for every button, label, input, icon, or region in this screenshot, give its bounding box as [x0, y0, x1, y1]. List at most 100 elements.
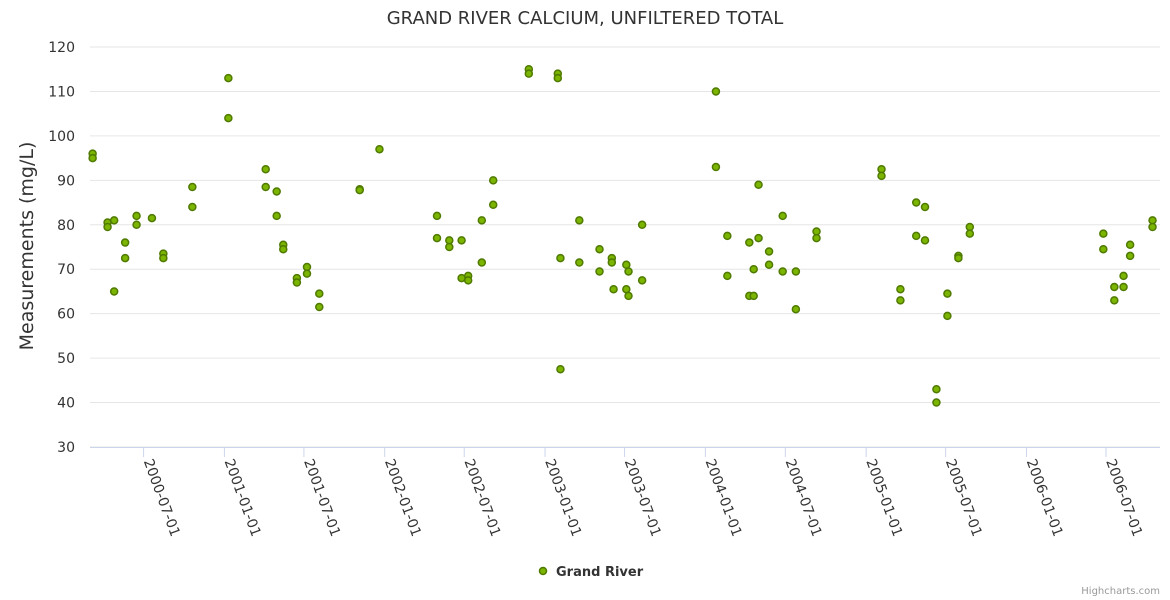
- data-point[interactable]: [595, 267, 604, 276]
- credits-link[interactable]: Highcharts.com: [1081, 586, 1160, 597]
- x-tick-label: 2002-01-01: [381, 457, 424, 539]
- data-point[interactable]: [920, 202, 930, 212]
- data-point[interactable]: [1099, 244, 1108, 254]
- data-point[interactable]: [103, 222, 112, 232]
- data-point[interactable]: [279, 244, 288, 254]
- scatter-series-grand-river[interactable]: [88, 64, 1157, 407]
- data-point[interactable]: [575, 258, 584, 267]
- data-point[interactable]: [595, 244, 604, 254]
- data-point[interactable]: [932, 398, 941, 407]
- data-point[interactable]: [778, 211, 787, 221]
- data-point[interactable]: [524, 69, 534, 78]
- data-point[interactable]: [488, 200, 498, 210]
- data-point[interactable]: [575, 216, 584, 225]
- data-point[interactable]: [791, 267, 801, 276]
- data-point[interactable]: [432, 233, 442, 243]
- data-point[interactable]: [812, 233, 821, 243]
- data-point[interactable]: [778, 267, 787, 276]
- data-point[interactable]: [911, 231, 921, 241]
- data-point[interactable]: [120, 253, 130, 263]
- data-point[interactable]: [1119, 271, 1128, 281]
- data-point[interactable]: [224, 113, 233, 123]
- data-point[interactable]: [272, 187, 281, 196]
- data-point[interactable]: [932, 384, 941, 394]
- data-point[interactable]: [302, 269, 312, 278]
- data-point[interactable]: [637, 276, 647, 285]
- data-point[interactable]: [1099, 229, 1108, 238]
- data-point[interactable]: [954, 253, 963, 263]
- data-point[interactable]: [943, 289, 952, 298]
- x-tick-label: 2000-07-01: [140, 457, 183, 539]
- data-point[interactable]: [754, 180, 763, 190]
- data-point[interactable]: [749, 264, 758, 274]
- data-point[interactable]: [911, 198, 921, 207]
- data-point[interactable]: [477, 258, 487, 267]
- data-point[interactable]: [109, 216, 119, 225]
- data-point[interactable]: [745, 238, 754, 247]
- data-point[interactable]: [355, 185, 364, 195]
- data-point[interactable]: [556, 253, 565, 263]
- data-point[interactable]: [553, 73, 563, 83]
- data-point[interactable]: [711, 87, 721, 96]
- legend-item-grand-river[interactable]: Grand River: [556, 565, 644, 580]
- data-point[interactable]: [132, 211, 141, 221]
- data-point[interactable]: [132, 220, 141, 230]
- y-tick-label: 120: [48, 40, 75, 56]
- x-tick-label: 2002-07-01: [460, 457, 503, 539]
- data-point[interactable]: [375, 144, 384, 154]
- data-point[interactable]: [624, 267, 633, 276]
- data-point[interactable]: [764, 247, 774, 256]
- data-point[interactable]: [896, 296, 905, 305]
- data-point[interactable]: [457, 236, 466, 245]
- x-tick-label: 2003-07-01: [621, 457, 664, 539]
- data-point[interactable]: [120, 238, 130, 247]
- data-point[interactable]: [607, 258, 617, 267]
- data-point[interactable]: [749, 291, 758, 301]
- data-point[interactable]: [1110, 296, 1119, 305]
- data-point[interactable]: [791, 304, 801, 314]
- data-point[interactable]: [920, 236, 930, 245]
- data-point[interactable]: [315, 302, 324, 312]
- data-point[interactable]: [556, 364, 565, 374]
- y-tick-label: 70: [57, 262, 75, 278]
- data-point[interactable]: [261, 164, 270, 174]
- data-point[interactable]: [965, 229, 975, 238]
- x-tick-label: 2003-01-01: [541, 457, 584, 539]
- data-point[interactable]: [188, 182, 197, 192]
- data-point[interactable]: [445, 242, 454, 252]
- data-point[interactable]: [292, 278, 302, 287]
- legend-marker-grand-river[interactable]: [538, 566, 548, 576]
- data-point[interactable]: [109, 287, 119, 296]
- data-point[interactable]: [723, 231, 732, 241]
- data-point[interactable]: [1110, 282, 1119, 292]
- data-point[interactable]: [609, 284, 618, 294]
- data-point[interactable]: [315, 289, 324, 298]
- data-point[interactable]: [1125, 251, 1135, 261]
- data-point[interactable]: [1148, 222, 1157, 232]
- data-point[interactable]: [1119, 282, 1128, 292]
- data-point[interactable]: [754, 233, 763, 243]
- x-tick-label: 2006-07-01: [1102, 457, 1145, 539]
- data-point[interactable]: [711, 162, 721, 172]
- x-axis-ticks: 2000-07-01 2001-01-01 2001-07-01 2002-01-01…: [140, 457, 1145, 539]
- data-point[interactable]: [624, 291, 633, 301]
- data-point[interactable]: [272, 211, 281, 221]
- data-point[interactable]: [261, 182, 270, 192]
- data-point[interactable]: [88, 153, 97, 163]
- data-point[interactable]: [432, 211, 442, 221]
- data-point[interactable]: [224, 73, 233, 83]
- data-point[interactable]: [488, 176, 498, 185]
- data-point[interactable]: [723, 271, 732, 281]
- data-point[interactable]: [943, 311, 952, 321]
- data-point[interactable]: [764, 260, 774, 270]
- data-point[interactable]: [147, 213, 157, 223]
- data-point[interactable]: [896, 284, 905, 294]
- data-point[interactable]: [877, 171, 886, 181]
- data-point[interactable]: [477, 216, 487, 225]
- data-point[interactable]: [463, 276, 473, 285]
- data-point[interactable]: [1125, 240, 1135, 250]
- legend[interactable]: Grand River: [538, 565, 644, 580]
- data-point[interactable]: [159, 253, 168, 263]
- data-point[interactable]: [188, 202, 197, 212]
- data-point[interactable]: [637, 220, 647, 230]
